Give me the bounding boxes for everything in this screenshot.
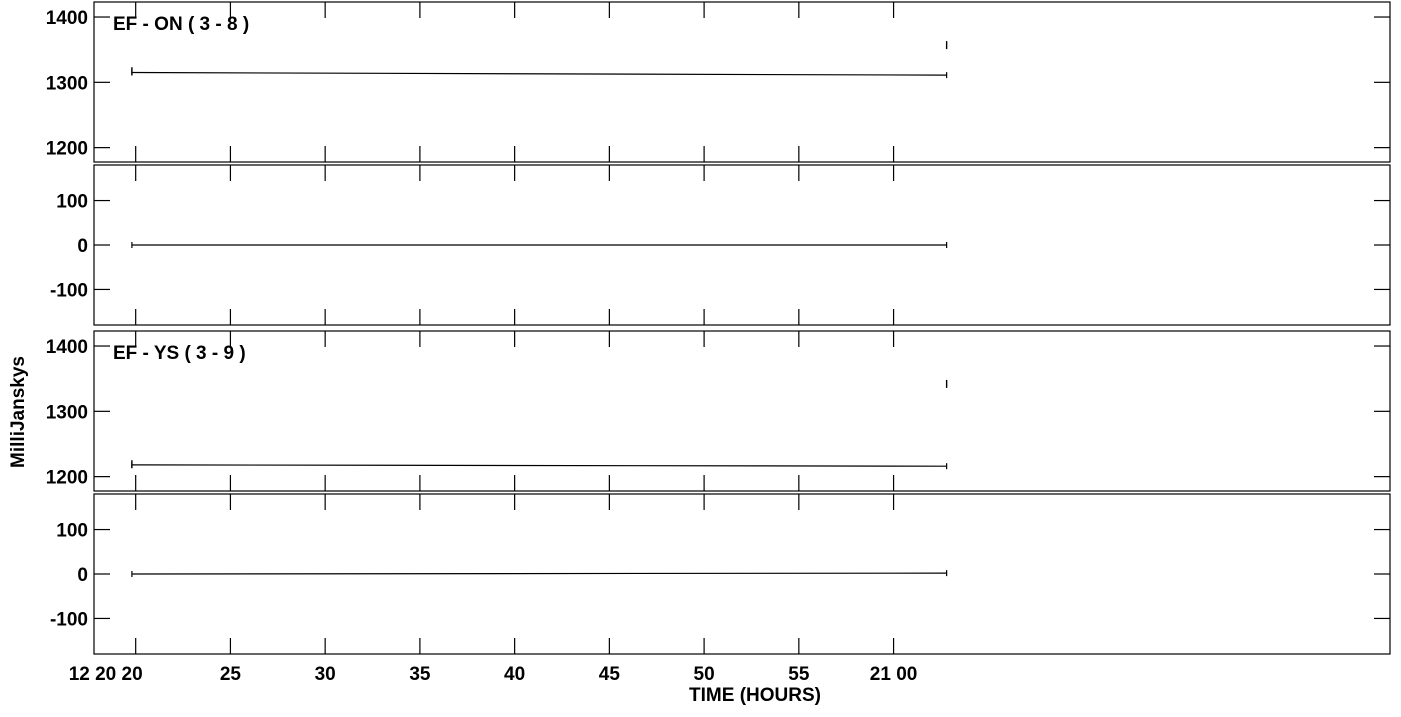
x-tick-label: 50 [694, 664, 715, 685]
x-tick-label: 40 [504, 664, 525, 685]
series-line [131, 572, 947, 575]
y-tick-label: 0 [77, 565, 88, 586]
x-axis-title: TIME (HOURS) [689, 685, 821, 706]
y-tick-label: 1200 [46, 139, 88, 160]
y-tick-label: 1300 [46, 73, 88, 94]
data-series [131, 41, 948, 577]
panel-frames [93, 1, 1391, 655]
tick-labels: 1200 1300 1400 -100 0 100 1200 1300 1400 -100 0 100… [46, 8, 918, 685]
panel-title-baseline-1: EF - ON ( 3 - 8 ) [113, 14, 249, 35]
x-tick-label: 45 [599, 664, 621, 685]
panel-frame [93, 330, 1391, 492]
x-tick-label: 25 [220, 664, 242, 685]
x-tick-label: 12 20 20 [69, 664, 143, 685]
panel-frame [93, 1, 1391, 163]
x-tick-label: 21 00 [870, 664, 918, 685]
y-tick-label: -100 [50, 280, 88, 301]
y-tick-label: 1400 [46, 337, 88, 358]
y-tick-label: 100 [56, 521, 88, 542]
y-axis-title: MilliJanskys [8, 356, 29, 468]
tick-marks [94, 2, 1390, 654]
y-tick-label: 100 [56, 192, 88, 213]
y-tick-label: 0 [77, 236, 88, 257]
y-tick-label: -100 [50, 609, 88, 630]
panel-title-baseline-2: EF - YS ( 3 - 9 ) [113, 343, 246, 364]
x-tick-label: 55 [788, 664, 810, 685]
x-tick-label: 35 [409, 664, 431, 685]
series-line [131, 71, 947, 76]
series-line [131, 464, 947, 467]
y-tick-label: 1200 [46, 468, 88, 489]
x-tick-label: 30 [315, 664, 336, 685]
y-tick-label: 1300 [46, 402, 88, 423]
y-tick-label: 1400 [46, 8, 88, 29]
